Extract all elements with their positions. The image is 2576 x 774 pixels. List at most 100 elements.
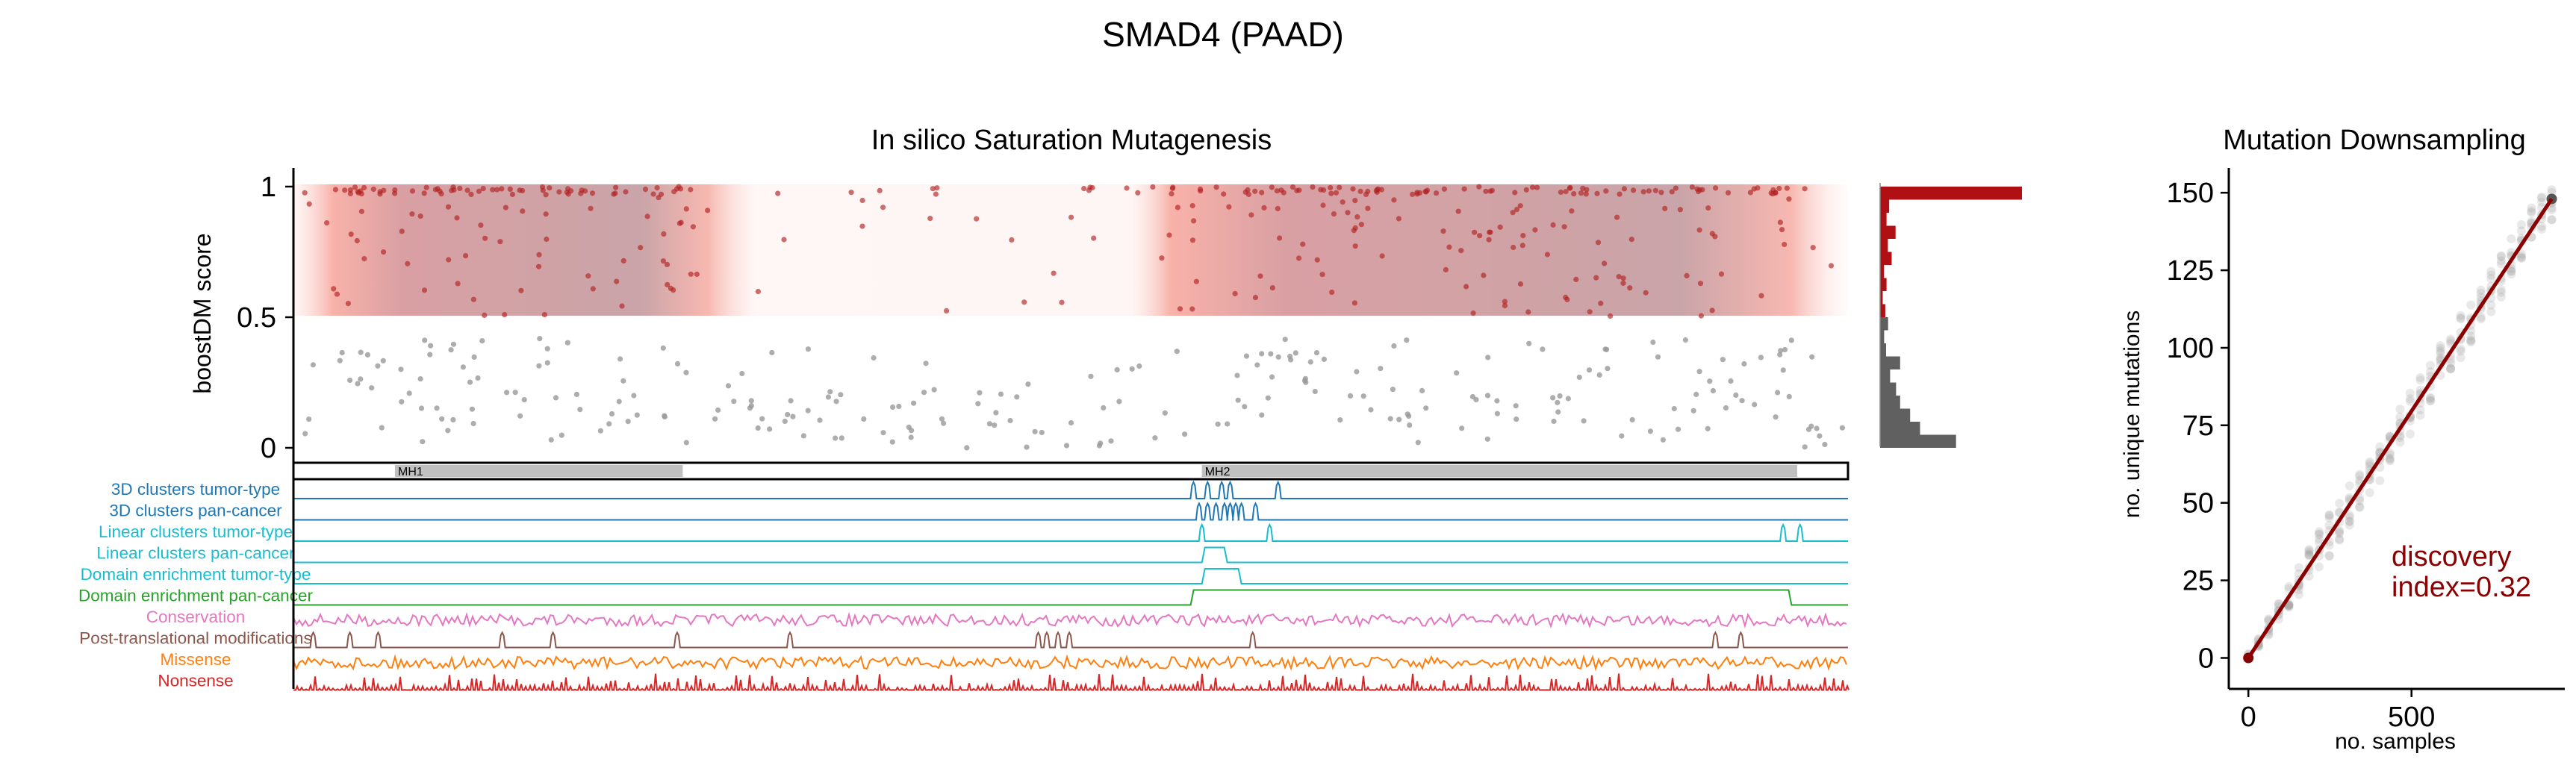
histogram-bar-passenger — [1880, 382, 1897, 396]
domain-label-mh1: MH1 — [398, 466, 423, 478]
downsampling-point — [2315, 534, 2324, 544]
histogram-bar-driver — [1880, 187, 2022, 200]
downsampling-point — [2315, 529, 2324, 539]
downsampling-panel-title: Mutation Downsampling — [2223, 125, 2526, 156]
histogram-bar-driver — [1880, 265, 1885, 278]
downsampling-point — [2547, 215, 2557, 225]
driver-point — [1314, 257, 1320, 263]
passenger-point — [1671, 405, 1677, 412]
passenger-point — [1068, 419, 1074, 426]
passenger-point — [369, 385, 375, 391]
passenger-point — [977, 390, 983, 396]
passenger-point — [1788, 337, 1794, 343]
passenger-point — [1391, 343, 1397, 349]
driver-point — [1391, 197, 1397, 203]
histogram-bar-driver — [1880, 225, 1896, 239]
passenger-point — [998, 391, 1004, 397]
driver-point — [392, 190, 398, 196]
downsampling-point — [2304, 551, 2314, 561]
driver-point — [1616, 274, 1622, 280]
downsampling-point — [2496, 252, 2506, 261]
passenger-point — [1576, 374, 1582, 381]
passenger-point — [597, 428, 604, 434]
downsampling-point — [2476, 285, 2486, 295]
passenger-point — [1739, 398, 1745, 404]
driver-point — [1357, 188, 1363, 194]
passenger-point — [1116, 399, 1122, 405]
driver-point — [399, 228, 405, 234]
passenger-point — [1415, 440, 1421, 446]
driver-point — [1481, 272, 1487, 278]
driver-point — [494, 187, 500, 193]
passenger-point — [1484, 393, 1491, 399]
driver-point — [1365, 205, 1371, 211]
passenger-point — [1629, 416, 1635, 423]
downsampling-y-tick-label: 25 — [2183, 566, 2214, 597]
driver-point — [1352, 198, 1358, 204]
passenger-point — [1540, 346, 1546, 352]
driver-point — [518, 287, 524, 293]
driver-point — [665, 281, 671, 287]
passenger-point — [755, 425, 761, 431]
downsampling-fit-line — [2247, 198, 2554, 659]
passenger-point — [1809, 354, 1815, 360]
passenger-point — [364, 352, 370, 358]
histogram-bar-passenger — [1880, 369, 1891, 383]
driver-point — [1378, 187, 1384, 193]
driver-point — [438, 191, 444, 197]
passenger-point — [439, 416, 445, 422]
passenger-point — [880, 430, 886, 436]
passenger-point — [521, 397, 527, 403]
driver-point — [927, 216, 933, 222]
driver-point — [678, 219, 684, 225]
passenger-point — [833, 399, 839, 405]
driver-point — [1351, 300, 1357, 306]
passenger-point — [662, 413, 668, 420]
passenger-point — [337, 358, 343, 363]
driver-point — [361, 184, 367, 191]
driver-point — [1472, 229, 1478, 235]
passenger-point — [1088, 373, 1094, 379]
driver-point — [1333, 190, 1340, 196]
passenger-point — [748, 398, 754, 404]
passenger-point — [986, 421, 992, 427]
downsampling-point — [2395, 437, 2405, 447]
downsampling-x-tick-label: 500 — [2388, 702, 2435, 733]
passenger-point — [460, 364, 467, 370]
passenger-point — [1752, 402, 1758, 408]
downsampling-point — [2385, 455, 2395, 464]
passenger-point — [1129, 366, 1135, 372]
downsampling-point — [2466, 300, 2476, 310]
downsampling-y-tick-label: 0 — [2198, 643, 2214, 675]
track-label: 3D clusters pan-cancer — [109, 502, 282, 520]
passenger-point — [1063, 443, 1070, 449]
histogram-bar-passenger — [1880, 330, 1885, 343]
driver-points — [302, 184, 1835, 319]
driver-point — [1673, 185, 1679, 191]
driver-point — [1532, 227, 1538, 233]
passenger-point — [564, 340, 570, 346]
downsampling-point — [2395, 405, 2405, 414]
driver-point — [661, 231, 667, 237]
passenger-point — [1733, 392, 1739, 399]
passenger-point — [1152, 435, 1158, 441]
passenger-point — [302, 431, 308, 437]
driver-point — [1296, 255, 1302, 261]
driver-point — [361, 256, 367, 262]
downsampling-point — [2405, 388, 2415, 398]
driver-point — [638, 245, 644, 251]
passenger-point — [827, 389, 833, 395]
passenger-point — [1555, 409, 1561, 415]
passenger-point — [1101, 405, 1107, 411]
track-line — [293, 502, 1848, 521]
driver-point — [1486, 237, 1492, 243]
downsampling-point — [2324, 540, 2334, 550]
driver-point — [490, 187, 496, 193]
driver-point — [1446, 244, 1452, 250]
downsampling-point — [2446, 358, 2456, 368]
passenger-point — [1682, 337, 1688, 343]
driver-point — [1189, 237, 1196, 243]
downsampling-point — [2315, 527, 2324, 537]
driver-point — [1221, 191, 1227, 197]
downsampling-point — [2466, 337, 2476, 347]
